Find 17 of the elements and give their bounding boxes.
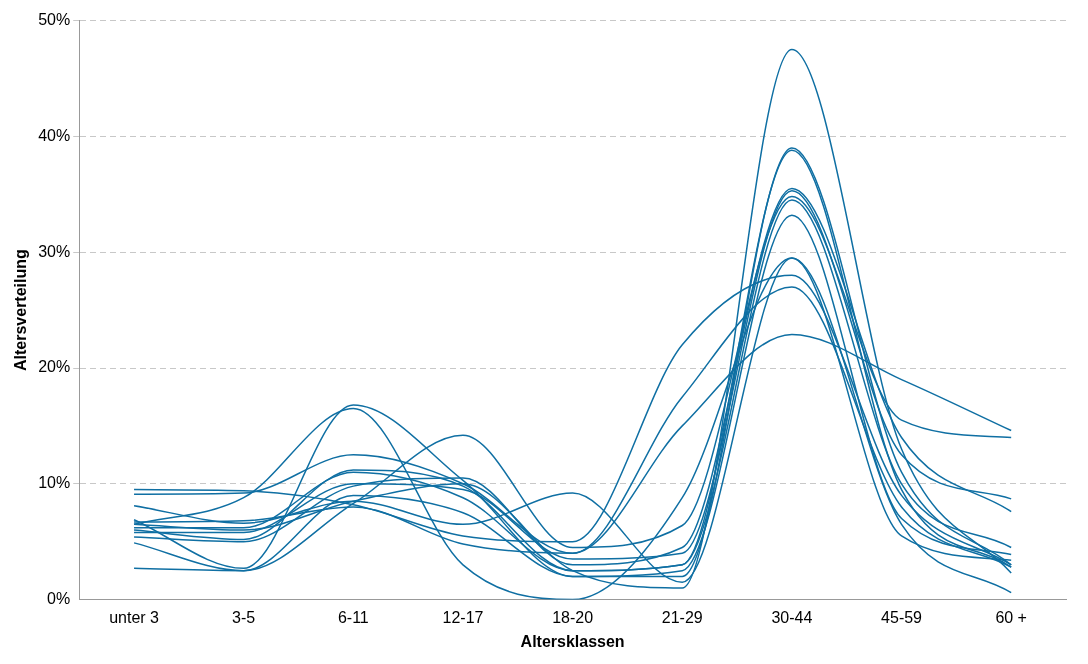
y-tick-label: 0% xyxy=(47,590,71,608)
y-tick-label: 10% xyxy=(38,474,71,492)
x-tick-label: 18-20 xyxy=(552,608,594,626)
x-tick-label: 3-5 xyxy=(232,608,256,626)
x-tick-label: 12-17 xyxy=(442,608,484,626)
y-tick-label: 30% xyxy=(38,242,71,260)
x-tick-label: 60 + xyxy=(995,608,1027,626)
y-tick-label: 40% xyxy=(38,126,71,144)
y-tick-label: 50% xyxy=(38,11,71,29)
x-tick-label: 6-11 xyxy=(337,608,369,626)
y-tick-label: 20% xyxy=(38,358,71,376)
x-tick-label: unter 3 xyxy=(109,608,160,626)
x-tick-label: 21-29 xyxy=(661,608,703,626)
y-axis-title: Altersverteilung xyxy=(12,249,30,372)
x-axis-title: Altersklassen xyxy=(520,632,625,650)
x-tick-label: 30-44 xyxy=(771,608,813,626)
x-tick-label: 45-59 xyxy=(881,608,923,626)
